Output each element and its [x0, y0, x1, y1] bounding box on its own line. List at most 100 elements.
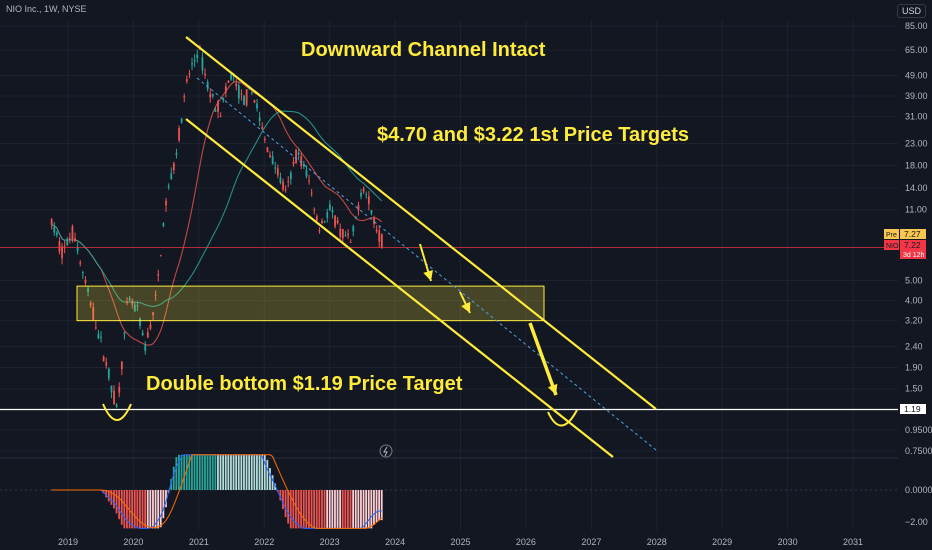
candle-body — [136, 305, 139, 307]
candle-body — [191, 63, 193, 65]
candle-body — [305, 170, 308, 177]
candle-body — [375, 229, 378, 232]
oscillator-bar — [253, 454, 256, 490]
candle-body — [256, 103, 258, 109]
candle-body — [313, 209, 316, 211]
premarket-price-badge-tag-text: Pre — [886, 232, 897, 239]
target-arrow-2-head — [461, 301, 471, 313]
oscillator-bar — [347, 490, 349, 529]
candle-body — [209, 93, 212, 98]
candle-body — [102, 356, 105, 362]
candle-body — [74, 238, 76, 242]
candle-body — [81, 272, 84, 274]
support-price-badge-box — [900, 404, 926, 414]
candle-body — [240, 93, 243, 95]
candle-body — [131, 300, 134, 305]
channel-upper-line — [185, 36, 657, 410]
candle-body — [120, 361, 123, 370]
price-axis-label: 0.7500 — [905, 446, 932, 456]
last-price-badge-tag — [884, 240, 899, 250]
candle-body — [334, 215, 336, 227]
time-axis-label: 2023 — [320, 537, 340, 547]
oscillator-histogram — [50, 454, 383, 529]
candle-body — [84, 279, 87, 283]
oscillator-bar — [258, 454, 261, 490]
oscillator-bar — [302, 490, 305, 529]
price-axis-label: 5.00 — [905, 276, 923, 286]
candle-body — [318, 230, 321, 232]
candle-body — [341, 229, 344, 239]
candle-body — [105, 362, 108, 366]
candle-body — [180, 118, 183, 123]
oscillator-bar — [250, 454, 253, 490]
candle-body — [139, 318, 141, 327]
candle-body — [217, 101, 219, 113]
candle-body — [188, 73, 191, 75]
candle-body — [92, 307, 95, 320]
oscillator-bar — [211, 454, 214, 490]
oscillator-bar — [289, 490, 292, 529]
price-axis-label: 49.00 — [905, 70, 928, 80]
oscillator-bar — [292, 490, 295, 529]
oscillator-bar — [308, 490, 310, 529]
candle-body — [354, 217, 357, 219]
price-axis-label: 2.40 — [905, 341, 923, 351]
time-axis-label: 2022 — [254, 537, 274, 547]
candle-body — [214, 109, 217, 112]
event-bolt-icon — [383, 446, 388, 457]
target-arrow-1-head — [423, 269, 433, 281]
oscillator-bar — [269, 468, 271, 490]
candle-body — [367, 196, 370, 205]
oscillator-bar — [266, 459, 269, 490]
price-axis-label: 0.9500 — [905, 425, 932, 435]
currency-badge[interactable]: USD — [896, 4, 926, 18]
premarket-price-badge: Pre 7.27 — [884, 229, 926, 239]
candle-body — [297, 152, 300, 155]
candle-body — [271, 156, 274, 165]
oscillator-bar — [113, 490, 115, 509]
candle-body — [141, 332, 144, 336]
oscillator-bar — [107, 490, 110, 502]
oscillator-bar — [141, 490, 144, 529]
candle-body — [349, 241, 352, 243]
oscillator-bar — [172, 466, 175, 490]
price-axis-label: 1.90 — [905, 362, 923, 372]
candle-body — [94, 327, 97, 329]
candle-body — [154, 294, 157, 296]
candle-body — [157, 274, 160, 276]
candle-body — [175, 152, 178, 155]
support-price-badge: 1.19 — [900, 404, 926, 414]
oscillator-bar — [136, 490, 139, 529]
candle-body — [282, 181, 284, 190]
premarket-price-badge-box — [900, 229, 926, 239]
candle-body — [172, 163, 175, 171]
candle-body — [222, 98, 225, 101]
candle-body — [362, 188, 365, 192]
oscillator-bar — [133, 490, 136, 529]
oscillator-bar — [139, 490, 141, 529]
oscillator-bar — [380, 490, 383, 521]
candle-body — [250, 92, 253, 94]
oscillator-bar — [230, 454, 232, 490]
oscillator-bar — [243, 454, 245, 490]
oscillator-axis-label: −2.00 — [905, 517, 928, 527]
candle-body — [352, 226, 355, 232]
oscillator-bar — [287, 490, 290, 524]
oscillator-bar — [118, 490, 121, 520]
time-axis-label: 2020 — [123, 537, 143, 547]
oscillator-bar — [375, 490, 378, 522]
candle-body — [279, 177, 282, 183]
candle-body — [292, 161, 295, 164]
oscillator-bar — [188, 454, 191, 490]
target-arrow-3-head — [547, 383, 558, 395]
oscillator-bar — [326, 490, 329, 529]
candle-body — [110, 385, 113, 393]
candle-body — [89, 302, 92, 306]
annotation-price-targets: $4.70 and $3.22 1st Price Targets — [377, 124, 689, 146]
candle-body — [87, 288, 89, 292]
candle-body — [162, 223, 165, 227]
time-axis-label: 2026 — [516, 537, 536, 547]
candle-body — [211, 94, 214, 97]
